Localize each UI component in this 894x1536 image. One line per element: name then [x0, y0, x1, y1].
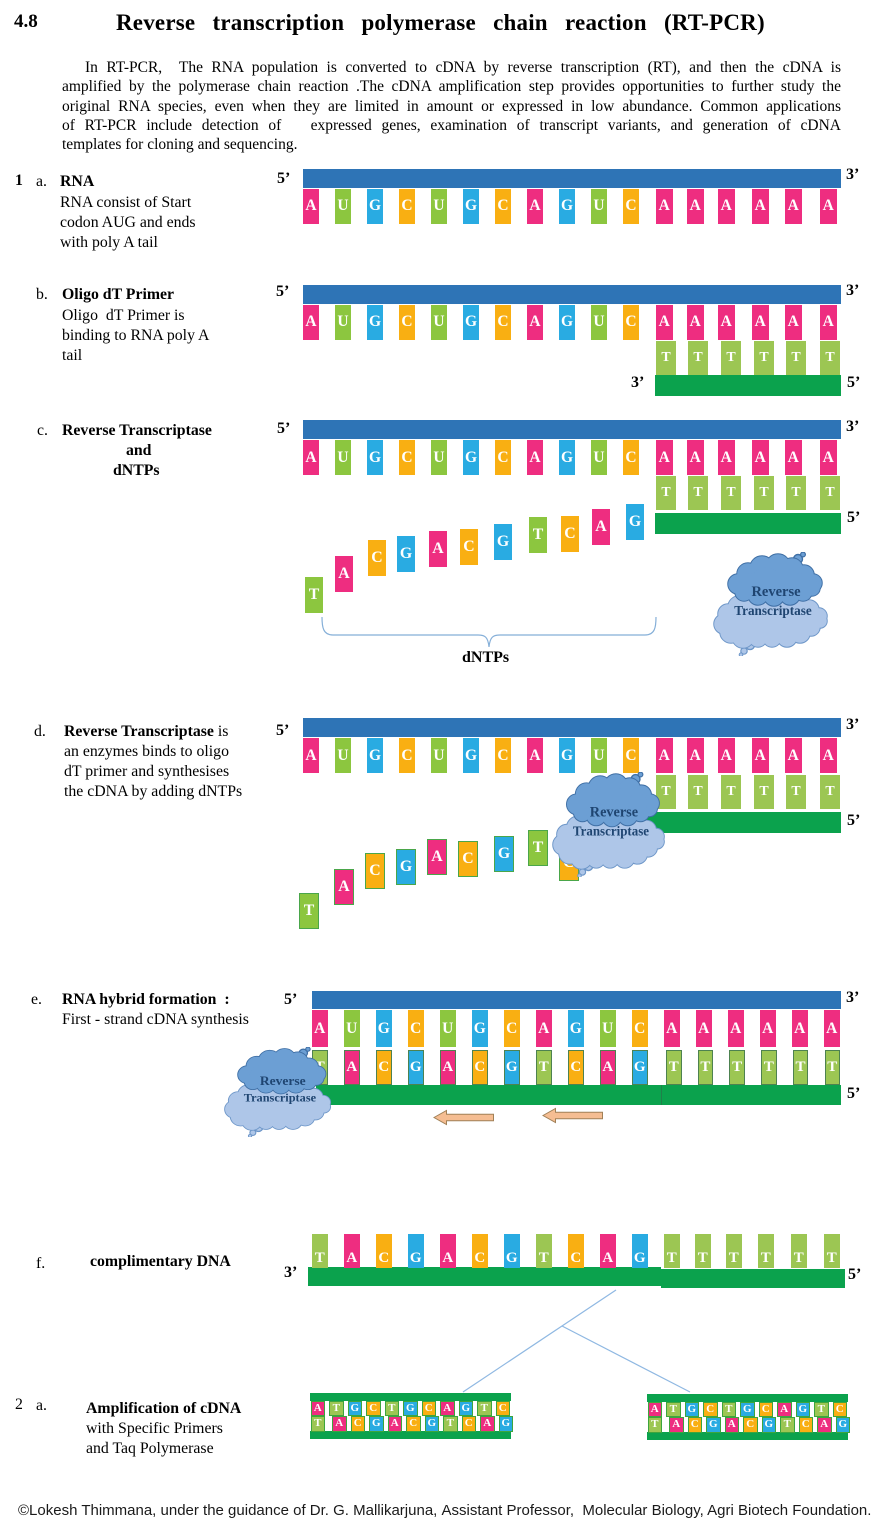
svg-text:Reverse: Reverse	[751, 584, 801, 600]
svg-text:Reverse: Reverse	[260, 1074, 306, 1088]
svg-text:Reverse: Reverse	[590, 804, 639, 820]
svg-text:Transcriptase: Transcriptase	[244, 1091, 316, 1104]
svg-text:Transcriptase: Transcriptase	[734, 603, 812, 618]
svg-text:Transcriptase: Transcriptase	[573, 823, 649, 838]
